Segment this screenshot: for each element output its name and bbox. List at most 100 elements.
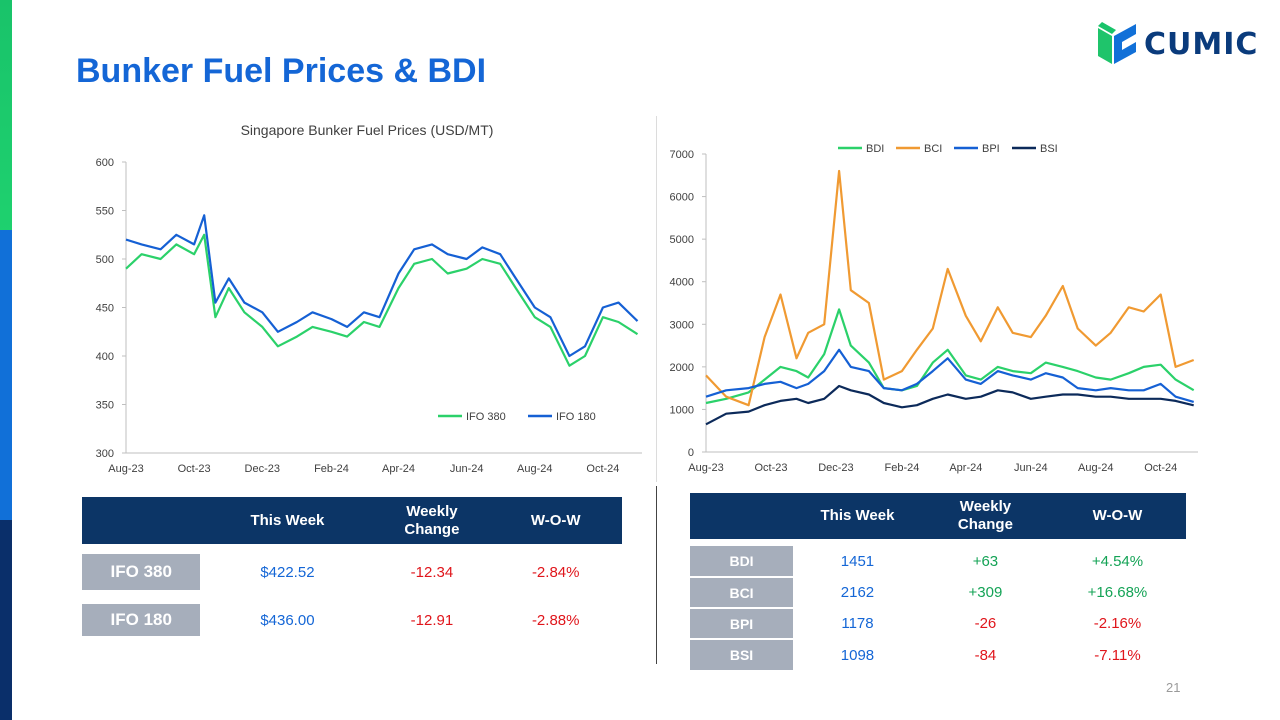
wow-value: +16.68% (1087, 584, 1148, 601)
y-tick-label: 2000 (670, 362, 694, 374)
x-tick-label: Oct-24 (1144, 462, 1177, 474)
logo-text: CUMIC (1144, 26, 1259, 62)
this-week-value: 1451 (840, 552, 875, 570)
accent-green (0, 0, 12, 250)
y-tick-label: 450 (96, 303, 114, 315)
y-axis: 0 1000 2000 3000 4000 5000 6000 7000 (670, 149, 707, 459)
x-tick-label: Feb-24 (314, 463, 349, 475)
wow-value: -7.11% (1094, 646, 1141, 664)
vertical-divider (656, 116, 657, 482)
y-tick-label: 500 (96, 254, 114, 266)
table-row: BCI 2162 +309 +16.68% (690, 577, 1186, 608)
row-label: BDI (690, 546, 794, 577)
legend-label: BSI (1040, 143, 1058, 155)
slide-title: Bunker Fuel Prices & BDI (76, 52, 487, 90)
this-week-value: $436.00 (260, 611, 315, 629)
y-tick-label: 0 (688, 447, 694, 459)
x-axis: Aug-23 Oct-23 Dec-23 Feb-24 Apr-24 Jun-24 Aug-… (688, 451, 1198, 474)
row-label: IFO 380 (82, 554, 201, 590)
header-label-cell (82, 497, 201, 544)
x-tick-label: Apr-24 (949, 462, 982, 474)
weekly-change-value: -12.34 (410, 563, 454, 581)
series-line-bsi (705, 384, 1194, 426)
y-axis: 300 350 400 450 500 550 600 (96, 157, 127, 460)
header-weekly-change: Weekly Change (374, 497, 490, 544)
weekly-change-value: -84 (974, 646, 997, 664)
weekly-change-value: +309 (968, 584, 1003, 601)
wow-value: -2.88% (531, 611, 580, 629)
y-tick-label: 4000 (670, 277, 694, 289)
legend-label: BDI (866, 143, 884, 155)
y-tick-label: 400 (96, 351, 114, 363)
this-week-value: $422.52 (260, 563, 315, 581)
header-label-cell (690, 493, 794, 539)
legend-label: BCI (924, 143, 942, 155)
x-tick-label: Dec-23 (818, 462, 853, 474)
x-tick-label: Aug-24 (1078, 462, 1113, 474)
cumic-logo-icon (1098, 22, 1136, 64)
accent-blue (0, 230, 12, 570)
y-tick-label: 7000 (670, 149, 694, 161)
table-row: BPI 1178 -26 -2.16% (690, 608, 1186, 639)
y-tick-label: 550 (96, 206, 114, 218)
fuel-price-table: This Week Weekly Change W-O-W IFO 380 $4… (82, 497, 622, 636)
legend-label: IFO 180 (556, 411, 596, 423)
weekly-change-value: +63 (972, 552, 999, 570)
x-tick-label: Jun-24 (450, 463, 484, 475)
chart-title: Singapore Bunker Fuel Prices (USD/MT) (241, 122, 494, 138)
bunker-fuel-chart: Singapore Bunker Fuel Prices (USD/MT) 30… (96, 122, 642, 475)
wow-value: +4.54% (1091, 552, 1144, 570)
x-tick-label: Dec-23 (245, 463, 280, 475)
y-tick-label: 3000 (670, 319, 694, 331)
series-line-bdi (705, 308, 1195, 405)
legend-label: BPI (982, 143, 1000, 155)
x-tick-label: Aug-23 (688, 462, 723, 474)
wow-value: -2.84% (531, 563, 580, 581)
this-week-value: 1098 (840, 646, 875, 664)
table-row: BDI 1451 +63 +4.54% (690, 546, 1186, 577)
y-tick-label: 6000 (670, 192, 694, 204)
table-row: IFO 380 $422.52 -12.34 -2.84% (82, 554, 622, 590)
this-week-value: 1178 (841, 615, 874, 632)
table-row: IFO 180 $436.00 -12.91 -2.88% (82, 604, 622, 636)
header-this-week: This Week (793, 493, 922, 539)
y-tick-label: 1000 (670, 404, 694, 416)
this-week-value: 2162 (840, 584, 875, 601)
y-tick-label: 350 (96, 400, 114, 412)
cumic-logo: CUMIC (1096, 20, 1258, 68)
side-accent-bar (0, 0, 14, 720)
header-weekly-change: Weekly Change (921, 493, 1049, 539)
weekly-change-value: -26 (974, 615, 997, 632)
row-label: BSI (690, 639, 794, 670)
x-tick-label: Jun-24 (1014, 462, 1048, 474)
table-header-row: This Week Weekly Change W-O-W (82, 497, 622, 544)
chart-legend: BDI BCI BPI BSI (838, 143, 1058, 155)
x-tick-label: Oct-23 (754, 462, 787, 474)
x-tick-label: Oct-24 (586, 463, 619, 475)
header-this-week: This Week (200, 497, 375, 544)
y-tick-label: 5000 (670, 234, 694, 246)
legend-label: IFO 380 (466, 411, 506, 423)
baltic-index-chart: 0 1000 2000 3000 4000 5000 6000 7000 Aug-23 Oct-… (670, 143, 1198, 474)
header-wow: W-O-W (1048, 493, 1186, 539)
series-group (705, 169, 1195, 426)
table-header-row: This Week Weekly Change W-O-W (690, 493, 1186, 539)
row-label: IFO 180 (82, 604, 201, 636)
y-tick-label: 600 (96, 157, 114, 169)
vertical-divider-lower (656, 486, 657, 664)
series-group (125, 214, 639, 367)
series-line-ifo-380 (125, 233, 639, 367)
chart-legend: IFO 380 IFO 180 (438, 411, 596, 423)
accent-navy (0, 520, 12, 720)
header-wow: W-O-W (489, 497, 622, 544)
x-tick-label: Apr-24 (382, 463, 415, 475)
y-tick-label: 300 (96, 448, 114, 460)
table-row: BSI 1098 -84 -7.11% (690, 639, 1186, 670)
series-line-ifo-180 (125, 214, 639, 358)
weekly-change-value: -12.91 (410, 611, 454, 629)
x-tick-label: Aug-23 (108, 463, 143, 475)
row-label: BCI (690, 577, 794, 608)
x-tick-label: Feb-24 (885, 462, 920, 474)
page-number: 21 (1166, 680, 1181, 695)
baltic-index-table: This Week Weekly Change W-O-W BDI 1451 +… (690, 493, 1186, 670)
